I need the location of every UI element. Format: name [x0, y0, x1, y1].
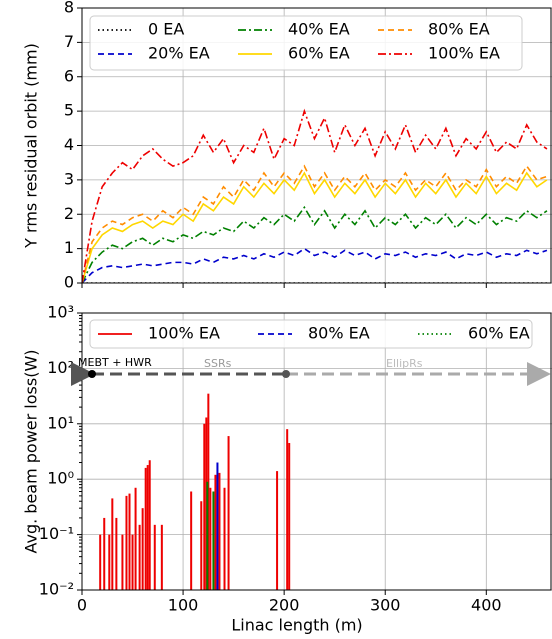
- y-tick-label: 10²: [47, 358, 74, 377]
- x-tick-label: 400: [471, 596, 502, 615]
- series-line: [82, 171, 548, 283]
- loss-bar: [115, 517, 118, 590]
- legend-label: 80% EA: [428, 20, 490, 39]
- y-tick-label: 5: [64, 101, 74, 120]
- loss-bar: [138, 524, 141, 590]
- loss-bar: [288, 443, 291, 590]
- top-panel: 0 1 2 3 4 5 6 7 8 Y rms residual orbit (mm) 0 EA 20…: [22, 0, 552, 292]
- x-tick-label: 100: [168, 596, 199, 615]
- loss-bar: [207, 393, 210, 590]
- y-tick-label: 10³: [47, 303, 74, 322]
- loss-bar: [286, 429, 289, 590]
- axes: 0 100 200 300 400 10⁻² 10⁻¹ 10⁰ 10¹ 10² 10³ Avg. be…: [22, 303, 552, 635]
- y-tick-label: 3: [64, 169, 74, 188]
- annotation: SSRs: [204, 357, 232, 370]
- y-axis-label: Avg. beam power loss(W): [22, 349, 41, 553]
- annotation: EllipRs: [386, 357, 423, 370]
- loss-bar: [218, 472, 221, 590]
- x-tick-label: 0: [77, 596, 87, 615]
- loss-bar: [125, 495, 128, 590]
- legend-label: 60% EA: [288, 44, 350, 63]
- y-tick-label: 10¹: [47, 413, 74, 432]
- y-tick-label: 1: [64, 238, 74, 257]
- loss-bar: [141, 508, 144, 590]
- loss-bar: [160, 524, 163, 590]
- loss-bar: [111, 498, 114, 590]
- plot-area: [82, 108, 548, 283]
- legend-box: [89, 319, 533, 349]
- y-tick-label: 10⁻¹: [39, 524, 74, 543]
- legend-label: 100% EA: [148, 324, 220, 343]
- loss-bar: [209, 487, 212, 590]
- y-tick-label: 6: [64, 66, 74, 85]
- loss-bar: [99, 534, 102, 590]
- legend-box: [89, 15, 523, 71]
- loss-bar: [223, 487, 226, 590]
- axes: 0 1 2 3 4 5 6 7 8 Y rms residual orbit (mm) 0 EA 20…: [22, 0, 552, 292]
- series-line: [82, 205, 548, 283]
- y-tick-label: 4: [64, 135, 74, 154]
- x-tick-label: 300: [370, 596, 401, 615]
- loss-bar: [227, 436, 230, 590]
- series-line: [82, 108, 548, 283]
- loss-bar: [206, 481, 209, 590]
- x-axis-label: Linac length (m): [231, 616, 362, 635]
- loss-bar: [205, 417, 208, 590]
- legend-label: 40% EA: [288, 20, 350, 39]
- y-tick-label: 8: [64, 0, 74, 17]
- loss-bar: [103, 517, 106, 590]
- loss-bar: [216, 462, 219, 590]
- loss-bar: [121, 534, 124, 590]
- loss-bar: [128, 493, 131, 590]
- y-tick-label: 10⁰: [47, 469, 74, 488]
- series-line: [82, 247, 548, 283]
- x-tick-label: 200: [269, 596, 300, 615]
- ssr-marker: [282, 370, 290, 378]
- series-line: [82, 164, 548, 283]
- loss-bar: [200, 501, 203, 590]
- y-axis-label: Y rms residual orbit (mm): [22, 43, 41, 249]
- loss-bar: [134, 487, 137, 590]
- y-tick-label: 0: [64, 273, 74, 292]
- y-tick-label: 7: [64, 32, 74, 51]
- loss-bar: [203, 423, 206, 590]
- loss-bar: [153, 524, 156, 590]
- legend-label: 20% EA: [148, 44, 210, 63]
- legend-label: 100% EA: [428, 44, 500, 63]
- y-tick-label: 10⁻²: [39, 580, 74, 599]
- legend-label: 60% EA: [468, 324, 530, 343]
- loss-bar: [212, 491, 215, 590]
- loss-bar: [276, 471, 279, 590]
- loss-bar: [190, 491, 193, 590]
- loss-bar: [146, 465, 149, 590]
- y-tick-label: 2: [64, 204, 74, 223]
- bottom-panel: 0 100 200 300 400 10⁻² 10⁻¹ 10⁰ 10¹ 10² 10³ Avg. be…: [22, 303, 552, 635]
- loss-bar: [131, 534, 134, 590]
- axes-frame: [81, 312, 552, 591]
- plot-area: [99, 393, 291, 590]
- legend-label: 0 EA: [148, 20, 184, 39]
- axes-frame: [81, 7, 552, 284]
- loss-bar: [108, 534, 111, 590]
- loss-bar: [148, 460, 151, 590]
- legend-label: 80% EA: [308, 324, 370, 343]
- annotation: MEBT + HWR: [78, 356, 152, 369]
- loss-bar: [214, 474, 217, 590]
- mebt-marker: [88, 370, 96, 378]
- loss-bar: [144, 467, 147, 590]
